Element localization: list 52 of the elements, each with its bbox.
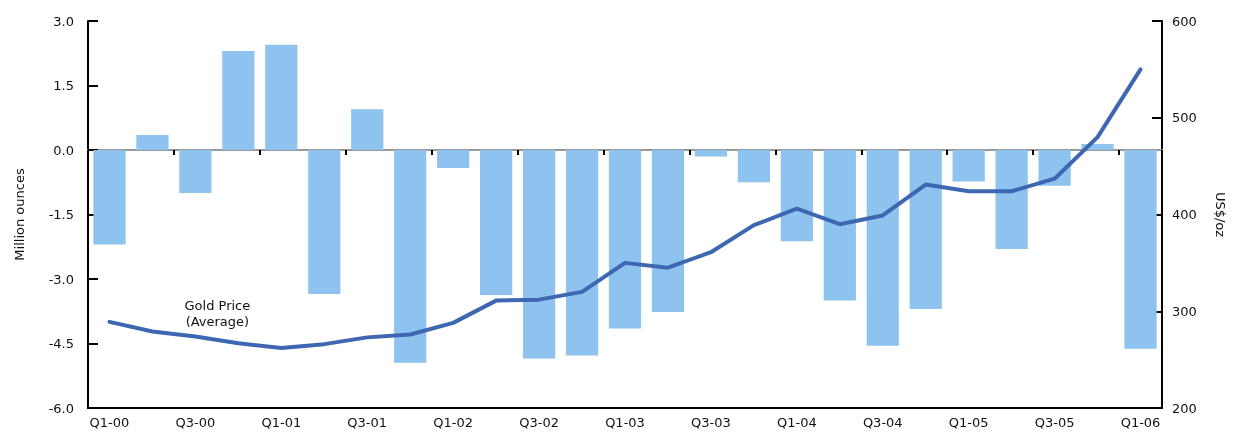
y-tick-label: 3.0: [53, 13, 74, 29]
y-tick-label: -6.0: [48, 400, 74, 416]
x-tick-label: Q3-02: [519, 415, 559, 430]
bar: [351, 109, 384, 150]
x-tick-label: Q1-05: [948, 415, 989, 430]
bar: [265, 44, 298, 150]
y-tick-label: -3.0: [48, 271, 74, 287]
x-tick-label: Q1-06: [1120, 415, 1161, 430]
x-tick-label: Q1-02: [433, 415, 474, 430]
bar: [394, 150, 427, 363]
bar: [522, 150, 556, 359]
bar: [480, 150, 513, 295]
x-tick-label: Q1-00: [89, 415, 130, 430]
bar: [179, 150, 212, 193]
y-tick-label: -1.5: [48, 207, 74, 222]
bar: [308, 150, 341, 295]
series-label: Gold Price (Average): [184, 297, 251, 329]
y2-axis-title: US$/oz: [1213, 191, 1228, 238]
y-tick-label: 1.5: [53, 78, 74, 93]
bar: [694, 150, 728, 157]
x-tick-label: Q1-04: [776, 415, 817, 430]
bar: [1124, 150, 1157, 349]
y2-tick-label: 300: [1172, 303, 1197, 319]
x-tick-label: Q3-00: [175, 415, 216, 430]
bar: [823, 150, 856, 301]
bar: [222, 51, 255, 150]
bar: [952, 150, 985, 182]
bar: [93, 150, 126, 245]
bar: [437, 150, 470, 169]
bar: [866, 150, 899, 346]
x-tick-label: Q3-01: [347, 415, 388, 430]
bar: [737, 150, 770, 183]
y2-tick-label: 500: [1172, 110, 1197, 126]
y2-tick-label: 400: [1172, 207, 1197, 222]
y2-tick-label: 200: [1172, 400, 1197, 416]
y2-tick-label: 600: [1172, 13, 1197, 29]
y-axis-title: Million ounces: [12, 168, 27, 261]
y-tick-label: -4.5: [48, 336, 74, 351]
line-series: [107, 67, 1143, 351]
x-tick-label: Q3-05: [1034, 415, 1075, 430]
bar: [780, 150, 813, 242]
bar: [651, 150, 685, 313]
x-tick-label: Q1-01: [261, 415, 302, 430]
bar: [995, 150, 1028, 249]
bar: [565, 150, 599, 356]
x-tick-label: Q1-03: [605, 415, 645, 430]
x-tick-label: Q3-04: [862, 415, 903, 430]
bar: [909, 150, 942, 310]
y-tick-label: 0.0: [53, 142, 74, 158]
x-tick-label: Q3-03: [691, 415, 731, 430]
bar: [136, 134, 169, 150]
bar: [608, 150, 642, 329]
